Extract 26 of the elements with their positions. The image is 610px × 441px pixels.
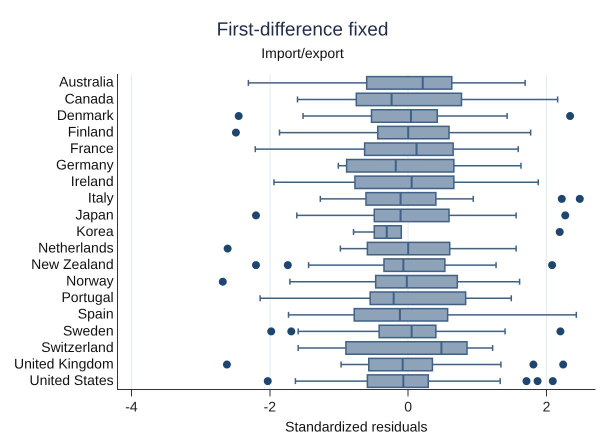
y-tick-label: Ireland xyxy=(70,173,114,190)
chart-subtitle: Import/export xyxy=(261,45,344,62)
y-tick-label: Spain xyxy=(78,306,114,322)
y-tick-label: France xyxy=(70,140,114,156)
y-tick-label: Italy xyxy=(88,190,114,206)
y-tick-label: Norway xyxy=(66,272,114,289)
y-tick-label: Finland xyxy=(68,123,114,140)
x-tick-label: 0 xyxy=(404,398,412,415)
y-tick-label: Sweden xyxy=(63,322,114,338)
y-tick-label: Denmark xyxy=(56,106,115,123)
y-tick-label: Korea xyxy=(76,222,114,239)
y-tick-label: New Zealand xyxy=(31,256,114,272)
chart-title: First-difference fixed xyxy=(216,20,388,41)
x-tick-label: 2 xyxy=(542,398,551,415)
y-tick-label: Portugal xyxy=(61,289,114,306)
y-tick-label: Australia xyxy=(59,74,114,90)
x-axis-title: Standardized residuals xyxy=(285,418,428,434)
y-tick-label: Germany xyxy=(56,156,114,173)
y-tick-label: United States xyxy=(30,372,114,388)
y-tick-label: Japan xyxy=(75,206,114,222)
y-tick-label: Netherlands xyxy=(38,239,114,256)
x-tick-label: -2 xyxy=(264,398,276,415)
x-tick-label: -4 xyxy=(125,398,138,415)
y-tick-label: United Kingdom xyxy=(14,355,114,372)
y-tick-label: Canada xyxy=(64,90,114,106)
y-tick-label: Switzerland xyxy=(41,338,114,355)
